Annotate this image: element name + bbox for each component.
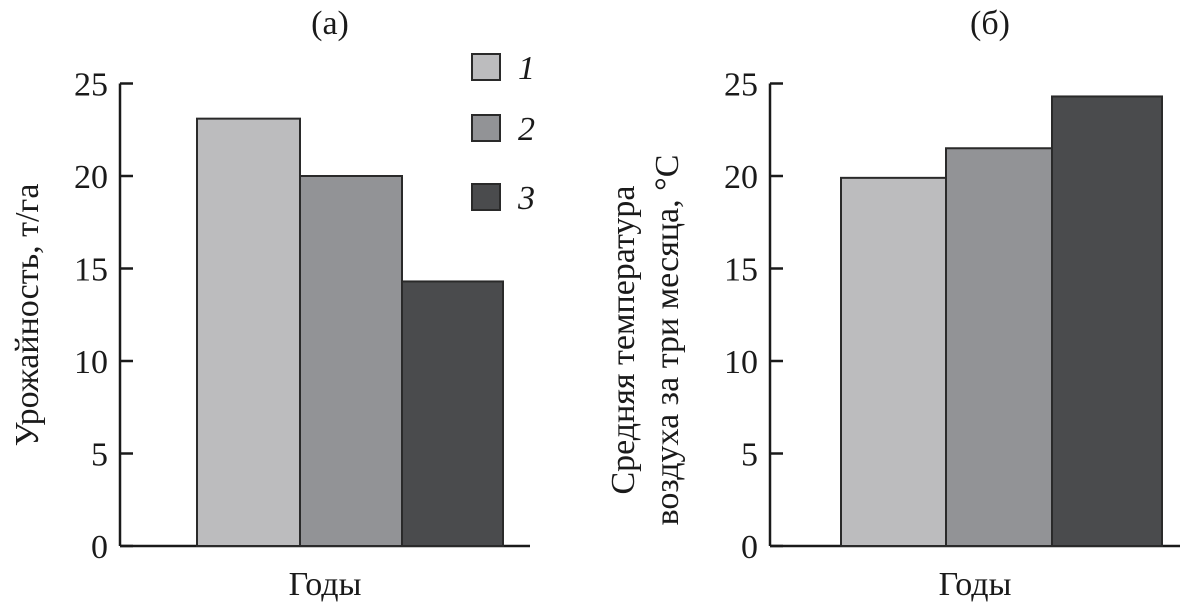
y-tick-label: 5 (91, 437, 108, 474)
panel-a-ylabel: Урожайность, т/га (9, 184, 46, 447)
bar-series-2 (945, 147, 1053, 547)
panel-b-xlabel: Годы (939, 566, 1012, 603)
legend-label-3: 3 (517, 180, 535, 217)
legend-swatch-2 (471, 114, 501, 142)
y-tick-label: 25 (724, 67, 758, 104)
panel-b-ylabel-line2: воздуха за три месяца, °С (649, 155, 686, 526)
y-tick-label: 15 (74, 252, 108, 289)
y-tick-label: 15 (724, 252, 758, 289)
bar-series-3 (401, 280, 504, 547)
y-tick-label: 25 (74, 67, 108, 104)
bar-series-2 (299, 175, 403, 547)
panel-b-ylabel-line1: Средняя температура (605, 185, 642, 494)
legend-swatch-1 (471, 53, 501, 81)
bar-series-1 (196, 117, 301, 548)
y-tick-label: 10 (724, 344, 758, 381)
y-tick-label: 0 (91, 529, 108, 566)
legend-swatch-3 (471, 183, 501, 211)
y-tick-label: 20 (724, 159, 758, 196)
legend-label-2: 2 (518, 111, 535, 148)
panel-a-xlabel: Годы (289, 566, 362, 603)
bar-series-3 (1051, 95, 1163, 547)
y-tick-label: 5 (741, 437, 758, 474)
legend-label-1: 1 (518, 50, 535, 87)
y-tick-label: 0 (741, 529, 758, 566)
panel-b-title: (б) (970, 5, 1010, 42)
bar-series-1 (840, 176, 947, 547)
y-tick-label: 20 (74, 159, 108, 196)
panel-a-title: (а) (311, 5, 349, 42)
y-tick-label: 10 (74, 344, 108, 381)
